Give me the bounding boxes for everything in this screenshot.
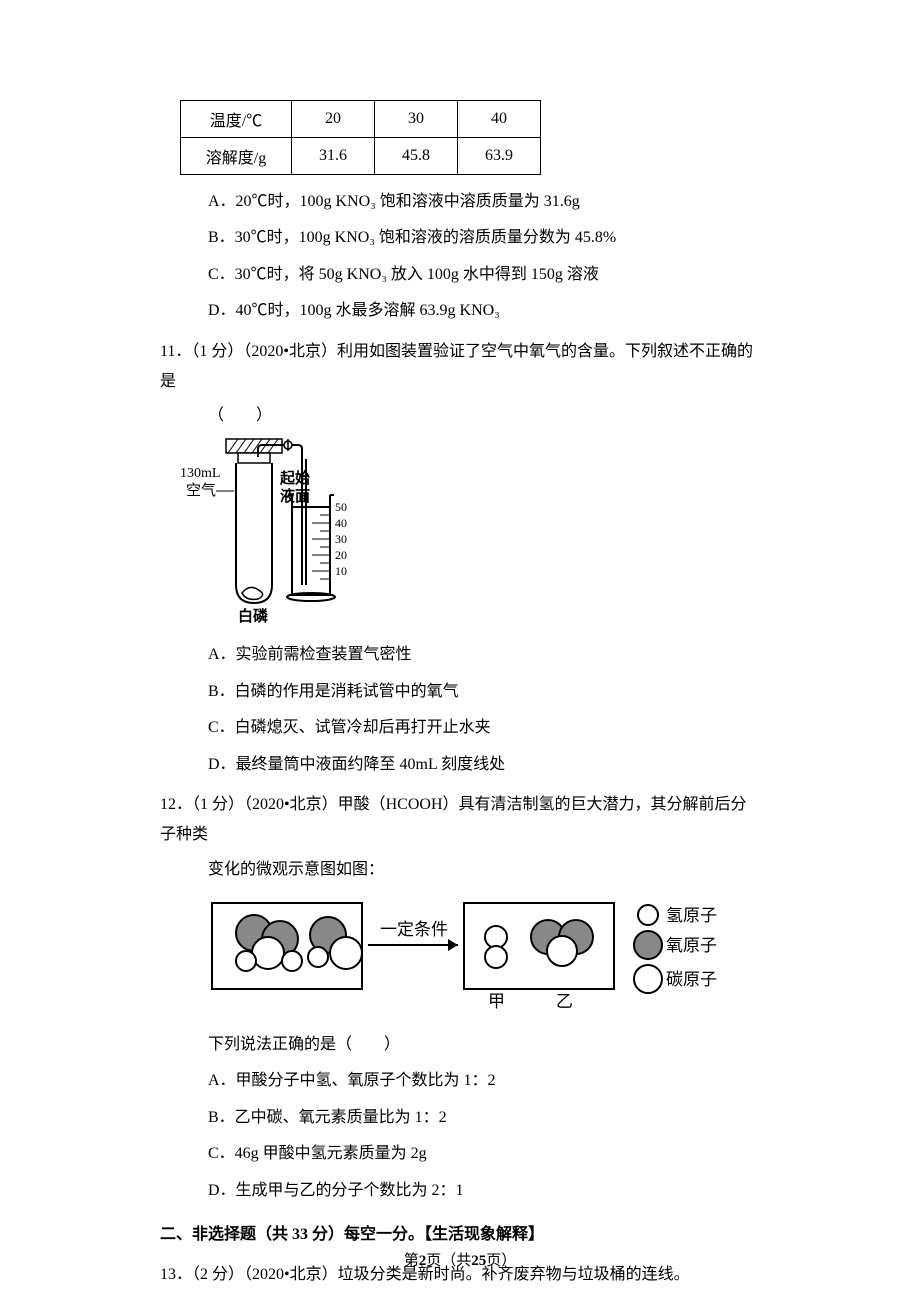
q11-paren: （ ） [208,401,760,425]
q10-option-a: A．20℃时，100g KNO₃ 饱和溶液中溶质质量为 31.6g [208,187,760,217]
tick-label: 10 [335,564,347,578]
legend-c-label: 碳原子 [666,970,717,989]
table-cell: 40 [458,101,541,138]
q12-stem: 12．（1 分）（2020•北京）甲酸（HCOOH）具有清洁制氢的巨大潜力，其分… [160,790,760,851]
q12-option-d: D．生成甲与乙的分子个数比为 2：1 [208,1176,760,1206]
stopper-icon [226,439,282,463]
product-a-label: 甲 [488,992,505,1011]
footer-suffix: 页） [486,1253,516,1269]
page-footer: 第2页（共25页） [0,1249,920,1270]
tick-label: 40 [335,516,347,530]
table-cell: 温度/℃ [181,101,292,138]
q10-option-d: D．40℃时，100g 水最多溶解 63.9g KNO₃ [208,296,760,326]
table-cell: 31.6 [292,138,375,175]
q11-figure: 50 40 30 20 10 130mL 空气 起始 液面 白磷 [180,435,760,630]
footer-total: 25 [471,1253,486,1269]
arrow-label: 一定条件 [380,920,448,939]
legend-o-label: 氧原子 [666,936,717,955]
q10-option-b: B．30℃时，100g KNO₃ 饱和溶液的溶质质量分数为 45.8% [208,223,760,253]
white-phosphorus-icon [242,588,263,600]
solubility-table: 温度/℃ 20 30 40 溶解度/g 31.6 45.8 63.9 [180,100,541,175]
volume-label: 130mL [180,466,220,481]
q11-stem: 11．（1 分）（2020•北京）利用如图装置验证了空气中氧气的含量。下列叙述不… [160,337,760,398]
q11-option-d: D．最终量筒中液面约降至 40mL 刻度线处 [208,750,760,780]
q11-option-a: A．实验前需检查装置气密性 [208,640,760,670]
air-label: 空气 [186,482,216,499]
q12-option-c: C．46g 甲酸中氢元素质量为 2g [208,1139,760,1169]
white-p-label: 白磷 [238,607,269,625]
graduated-cylinder-icon: 50 40 30 20 10 [287,495,347,601]
legend-h-label: 氢原子 [666,906,717,925]
product-b-label: 乙 [556,992,573,1011]
table-cell: 20 [292,101,375,138]
q11-option-b: B．白磷的作用是消耗试管中的氧气 [208,677,760,707]
q10-option-c: C．30℃时，将 50g KNO₃ 放入 100g 水中得到 150g 溶液 [208,260,760,290]
footer-prefix: 第 [404,1253,419,1269]
level-line2-label: 液面 [280,487,310,505]
q12-option-a: A．甲酸分子中氢、氧原子个数比为 1：2 [208,1066,760,1096]
q12-stem2: 变化的微观示意图如图： [208,855,760,885]
table-cell: 45.8 [375,138,458,175]
q12-below: 下列说法正确的是（ ） [208,1030,760,1060]
tick-label: 50 [335,500,347,514]
section2-title: 二、非选择题（共 33 分）每空一分。【生活现象解释】 [160,1220,760,1250]
table-cell: 溶解度/g [181,138,292,175]
start-level-label: 起始 [279,469,310,487]
legend: 氢原子 氧原子 碳原子 [634,905,717,993]
table-cell: 63.9 [458,138,541,175]
tick-label: 20 [335,548,347,562]
q11-option-c: C．白磷熄灭、试管冷却后再打开止水夹 [208,713,760,743]
table-cell: 30 [375,101,458,138]
test-tube-icon [236,463,272,603]
footer-middle: 页（共 [426,1253,471,1269]
q12-option-b: B．乙中碳、氧元素质量比为 1：2 [208,1103,760,1133]
q12-figure: 一定条件 甲 乙 氢原子 氧原子 碳原子 [208,895,760,1020]
tick-label: 30 [335,532,347,546]
